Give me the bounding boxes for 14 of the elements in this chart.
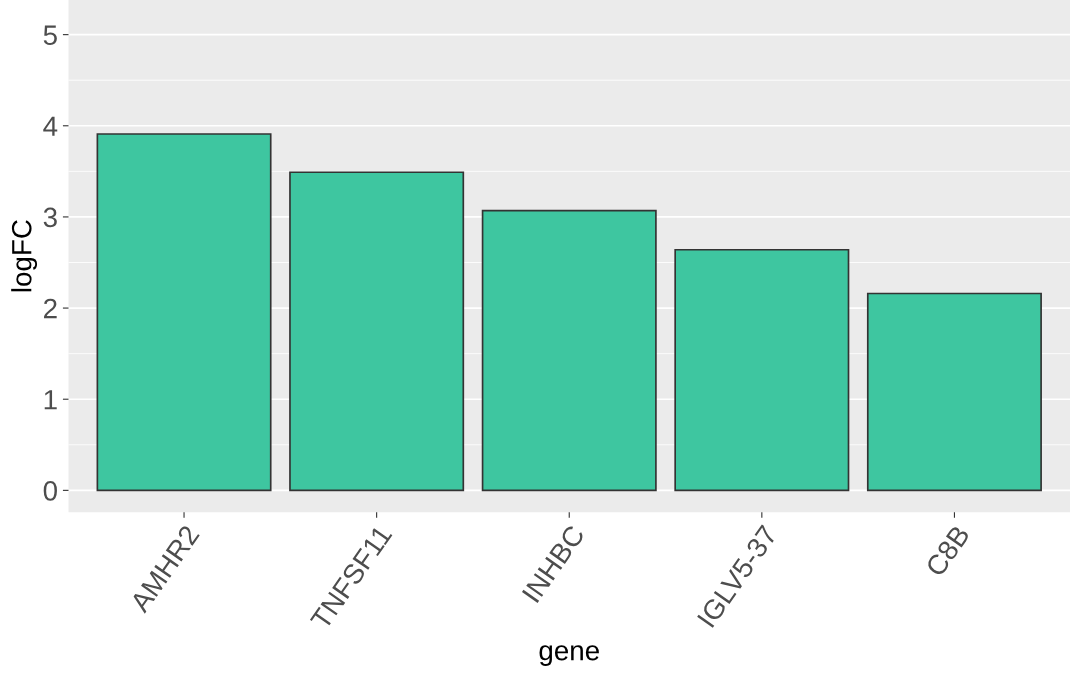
y-tick-label: 5 xyxy=(43,25,57,45)
y-tick-label: 1 xyxy=(44,390,57,410)
bar xyxy=(289,171,465,492)
bar xyxy=(96,133,272,492)
bar xyxy=(866,292,1042,492)
y-tick-label: 2 xyxy=(44,298,57,319)
y-axis-title: logFC xyxy=(11,220,38,292)
x-axis-title: gene xyxy=(539,645,599,666)
x-tick-label: C8B xyxy=(924,524,971,578)
bar xyxy=(481,209,657,492)
bar xyxy=(674,248,850,492)
y-tick-label: 0 xyxy=(43,481,57,501)
y-tick-label: 3 xyxy=(43,207,57,228)
y-tick-label: 4 xyxy=(43,116,58,136)
